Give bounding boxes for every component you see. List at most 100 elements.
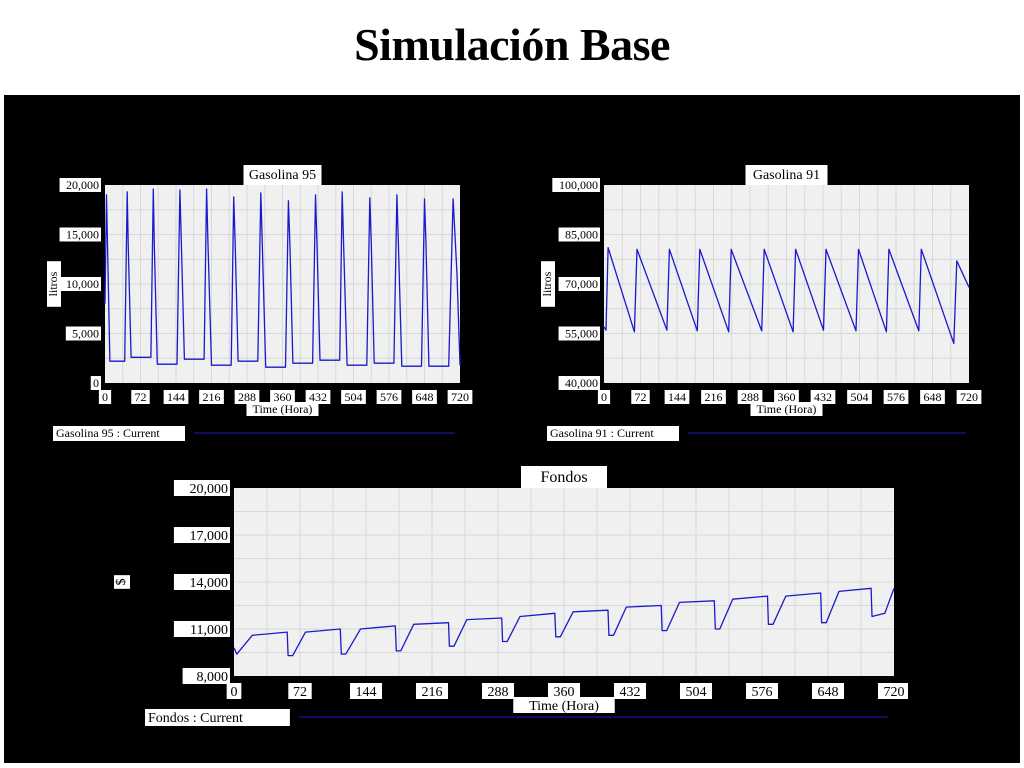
x-tick-box <box>412 390 437 404</box>
chart-title-box <box>521 466 607 488</box>
x-tick-box <box>664 390 690 404</box>
x-tick-label: 216 <box>705 390 723 404</box>
y-tick-label: 20,000 <box>190 482 229 497</box>
x-tick-label: 432 <box>814 390 832 404</box>
x-tick-box <box>447 390 473 404</box>
x-tick-box <box>810 390 836 404</box>
y-tick-box <box>59 178 101 192</box>
x-tick-box <box>631 390 650 404</box>
chart-title-box <box>243 165 322 185</box>
y-tick-label: 10,000 <box>66 277 99 291</box>
x-tick-label: 576 <box>887 390 905 404</box>
x-tick-box <box>745 683 779 699</box>
x-tick-box <box>597 390 611 404</box>
y-tick-box <box>65 326 101 341</box>
x-tick-label: 72 <box>293 685 307 700</box>
x-tick-label: 648 <box>818 685 839 700</box>
series-line <box>233 587 895 657</box>
y-tick-box <box>173 527 230 543</box>
x-axis-label-box <box>246 402 319 416</box>
x-tick-box <box>920 390 945 404</box>
x-tick-label: 504 <box>345 390 363 404</box>
x-tick-label: 288 <box>488 685 509 700</box>
x-tick-box <box>774 390 799 404</box>
x-tick-box <box>199 390 224 404</box>
legend-box <box>145 709 290 726</box>
y-axis-label-box <box>541 261 555 307</box>
chart-title: Gasolina 95 <box>249 168 316 183</box>
series-line <box>104 188 461 368</box>
x-tick-label: 0 <box>102 390 108 404</box>
x-tick-box <box>847 390 872 404</box>
charts-panel: Gasolina 95 0 5,000 10,000 15,000 20,000 0 72 14… <box>4 95 1020 763</box>
x-tick-label: 504 <box>851 390 869 404</box>
x-tick-box <box>877 683 908 699</box>
x-tick-label: 72 <box>635 390 647 404</box>
y-tick-label: 11,000 <box>190 623 228 638</box>
y-tick-label: 14,000 <box>190 576 229 591</box>
x-axis-label-box <box>513 697 615 713</box>
y-tick-label: 0 <box>93 376 99 390</box>
x-tick-box <box>613 683 647 699</box>
y-tick-box <box>558 376 600 390</box>
x-tick-box <box>270 390 295 404</box>
x-tick-label: 432 <box>309 390 327 404</box>
x-tick-label: 288 <box>741 390 759 404</box>
x-tick-label: 0 <box>231 685 238 700</box>
legend-label: Fondos : Current <box>148 711 243 726</box>
y-tick-label: 100,000 <box>559 178 598 192</box>
y-tick-box <box>90 376 101 390</box>
x-tick-box <box>341 390 366 404</box>
x-tick-label: 504 <box>686 685 707 700</box>
x-tick-label: 288 <box>238 390 256 404</box>
x-tick-label: 144 <box>668 390 686 404</box>
y-axis-label: litros <box>540 271 554 296</box>
legend-label: Gasolina 91 : Current <box>550 426 654 440</box>
x-tick-box <box>547 683 581 699</box>
y-tick-box <box>173 621 230 637</box>
chart-gasolina-95: Gasolina 95 0 5,000 10,000 15,000 20,000 0 72 14… <box>46 165 473 441</box>
slide-title: Simulación Base <box>354 19 670 70</box>
x-tick-box <box>679 683 713 699</box>
x-tick-box <box>701 390 726 404</box>
x-tick-box <box>234 390 260 404</box>
x-tick-label: 648 <box>924 390 942 404</box>
x-axis-label: Time (Hora) <box>529 699 599 714</box>
y-tick-box <box>558 277 600 291</box>
x-tick-label: 432 <box>620 685 641 700</box>
y-tick-label: 5,000 <box>72 327 99 341</box>
x-tick-label: 720 <box>451 390 469 404</box>
x-axis-label-box <box>750 402 823 416</box>
x-tick-box <box>481 683 515 699</box>
y-axis-label: litros <box>46 271 60 296</box>
x-tick-box <box>305 390 331 404</box>
x-tick-label: 72 <box>135 390 147 404</box>
y-tick-box <box>182 668 230 684</box>
x-tick-box <box>163 390 189 404</box>
y-tick-box <box>552 178 600 192</box>
x-tick-box <box>811 683 845 699</box>
y-tick-box <box>59 227 101 242</box>
x-tick-box <box>415 683 449 699</box>
x-tick-box <box>376 390 402 404</box>
y-tick-box <box>59 277 101 291</box>
x-tick-box <box>98 390 112 404</box>
x-tick-label: 720 <box>960 390 978 404</box>
y-axis-label-box <box>47 261 61 307</box>
legend-box <box>53 426 185 441</box>
y-tick-box <box>173 574 230 590</box>
x-tick-label: 360 <box>778 390 796 404</box>
x-tick-box <box>226 683 242 699</box>
y-tick-label: 15,000 <box>66 228 99 242</box>
y-tick-label: 17,000 <box>190 529 229 544</box>
y-axis-label-box <box>114 575 130 589</box>
x-tick-box <box>737 390 763 404</box>
y-tick-box <box>558 227 600 242</box>
chart-title: Fondos <box>540 469 587 486</box>
x-tick-box <box>883 390 909 404</box>
chart-fondos: Fondos 8,000 11,000 14,000 17,000 20,000 0 72 14… <box>114 466 908 726</box>
y-axis-label: $ <box>114 579 129 586</box>
x-tick-label: 576 <box>380 390 398 404</box>
x-tick-label: 216 <box>422 685 443 700</box>
y-tick-box <box>558 326 600 341</box>
